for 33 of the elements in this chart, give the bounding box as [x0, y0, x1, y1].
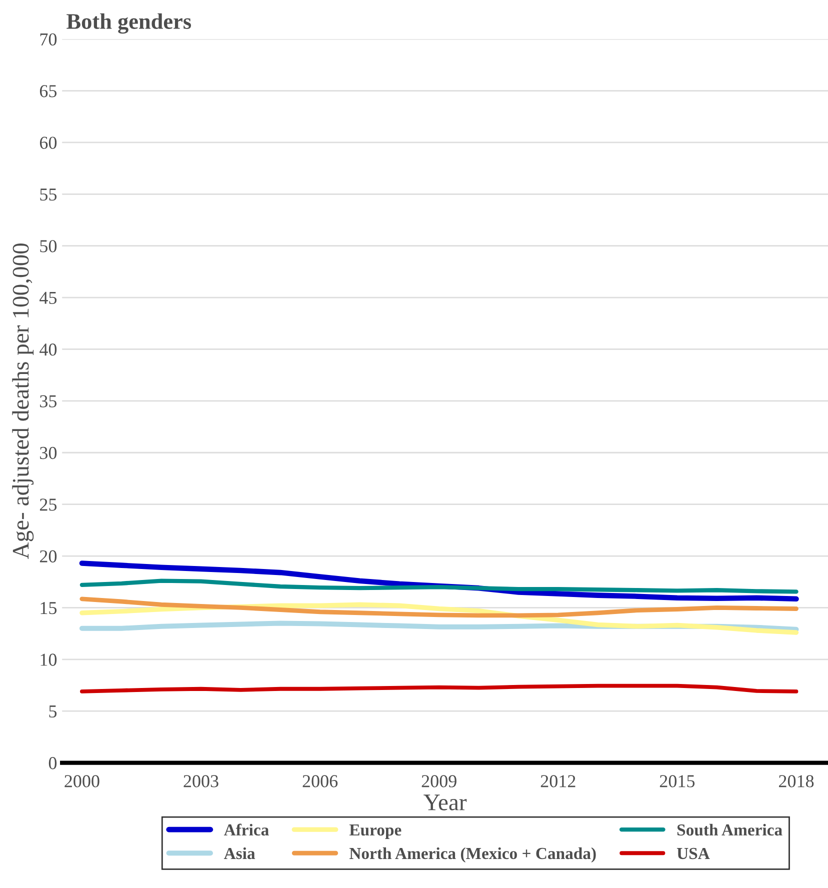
x-tick-label: 2006	[302, 775, 338, 788]
y-tick-label: 60	[40, 136, 57, 149]
x-tick-label: 2000	[64, 775, 100, 788]
y-tick-label: 70	[40, 33, 57, 46]
legend-label: USA	[676, 848, 710, 860]
legend-label: North America (Mexico + Canada)	[349, 847, 596, 863]
line-series	[80, 578, 798, 594]
x-tick-label: 2012	[540, 775, 576, 788]
x-tick-label: 2009	[422, 775, 456, 788]
y-axis-title: Age- adjusted deaths per 100,000	[12, 243, 34, 560]
x-tick-label: 2003	[184, 775, 218, 788]
y-tick-label: 20	[40, 550, 57, 562]
legend-label: South America	[677, 824, 782, 836]
chart-title: Both genders	[66, 13, 192, 34]
x-tick-label: 2018	[778, 775, 814, 788]
y-tick-label: 65	[40, 85, 57, 98]
x-axis-title: Year	[424, 794, 467, 810]
y-tick-label: 40	[40, 343, 57, 356]
y-tick-label: 30	[40, 446, 57, 460]
legend-label: Asia	[224, 847, 256, 860]
legend-label: Europe	[349, 824, 402, 839]
y-tick-label: 10	[40, 654, 57, 666]
y-tick-label: 55	[40, 188, 57, 201]
y-tick-label: 45	[40, 292, 57, 304]
y-tick-label: 50	[40, 240, 57, 252]
x-tick-label: 2015	[660, 775, 695, 788]
y-tick-label: 0	[48, 757, 57, 770]
y-tick-label: 15	[40, 602, 57, 614]
y-tick-label: 5	[49, 706, 57, 718]
line-series	[80, 596, 798, 618]
y-tick-label: 25	[40, 498, 57, 511]
y-tick-label: 35	[40, 395, 57, 408]
legend-label: Africa	[224, 824, 269, 836]
